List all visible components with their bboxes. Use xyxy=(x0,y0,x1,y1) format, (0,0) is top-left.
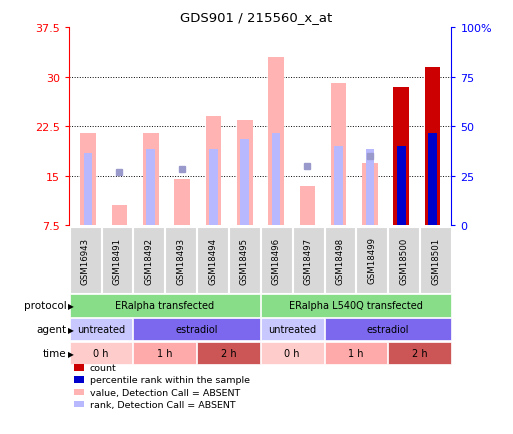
Text: GSM16943: GSM16943 xyxy=(81,237,90,284)
Bar xyxy=(143,134,159,226)
Bar xyxy=(111,206,127,226)
Text: ERalpha L540Q transfected: ERalpha L540Q transfected xyxy=(289,301,423,310)
Bar xyxy=(366,150,374,226)
Bar xyxy=(84,153,92,226)
Text: GSM18491: GSM18491 xyxy=(112,237,122,284)
Bar xyxy=(331,84,346,226)
Bar xyxy=(300,186,315,226)
Bar xyxy=(146,150,155,226)
Text: 2 h: 2 h xyxy=(412,349,427,358)
Text: time: time xyxy=(43,349,67,358)
Bar xyxy=(80,134,96,226)
Text: ▶: ▶ xyxy=(68,325,74,334)
Bar xyxy=(206,117,221,226)
Text: protocol: protocol xyxy=(24,301,67,310)
Text: agent: agent xyxy=(36,325,67,334)
Text: value, Detection Call = ABSENT: value, Detection Call = ABSENT xyxy=(90,388,240,397)
Text: GSM18495: GSM18495 xyxy=(240,237,249,284)
Bar xyxy=(334,147,343,226)
Text: estradiol: estradiol xyxy=(366,325,409,334)
Bar xyxy=(241,140,249,226)
Text: ERalpha transfected: ERalpha transfected xyxy=(115,301,214,310)
Text: percentile rank within the sample: percentile rank within the sample xyxy=(90,375,250,385)
Text: 0 h: 0 h xyxy=(284,349,300,358)
Text: ▶: ▶ xyxy=(68,301,74,310)
Text: GSM18494: GSM18494 xyxy=(208,237,217,284)
Text: GSM18496: GSM18496 xyxy=(272,237,281,284)
Bar xyxy=(393,87,409,226)
Bar xyxy=(428,134,437,226)
Text: GDS901 / 215560_x_at: GDS901 / 215560_x_at xyxy=(181,11,332,24)
Text: 1 h: 1 h xyxy=(157,349,172,358)
Bar xyxy=(237,120,252,226)
Bar xyxy=(362,163,378,226)
Bar xyxy=(174,180,190,226)
Text: GSM18500: GSM18500 xyxy=(399,237,408,284)
Text: untreated: untreated xyxy=(268,325,316,334)
Bar xyxy=(209,150,218,226)
Bar xyxy=(397,147,406,226)
Text: ▶: ▶ xyxy=(68,349,74,358)
Text: estradiol: estradiol xyxy=(175,325,218,334)
Text: untreated: untreated xyxy=(77,325,125,334)
Bar xyxy=(268,58,284,226)
Text: GSM18501: GSM18501 xyxy=(431,237,440,284)
Text: 1 h: 1 h xyxy=(348,349,364,358)
Text: GSM18493: GSM18493 xyxy=(176,237,185,284)
Text: rank, Detection Call = ABSENT: rank, Detection Call = ABSENT xyxy=(90,400,235,409)
Text: GSM18492: GSM18492 xyxy=(144,237,153,284)
Text: GSM18497: GSM18497 xyxy=(304,237,312,284)
Bar xyxy=(425,68,441,226)
Text: count: count xyxy=(90,363,116,372)
Text: GSM18498: GSM18498 xyxy=(336,237,344,284)
Text: GSM18499: GSM18499 xyxy=(367,237,377,284)
Text: 2 h: 2 h xyxy=(221,349,236,358)
Text: 0 h: 0 h xyxy=(93,349,109,358)
Bar xyxy=(272,134,280,226)
